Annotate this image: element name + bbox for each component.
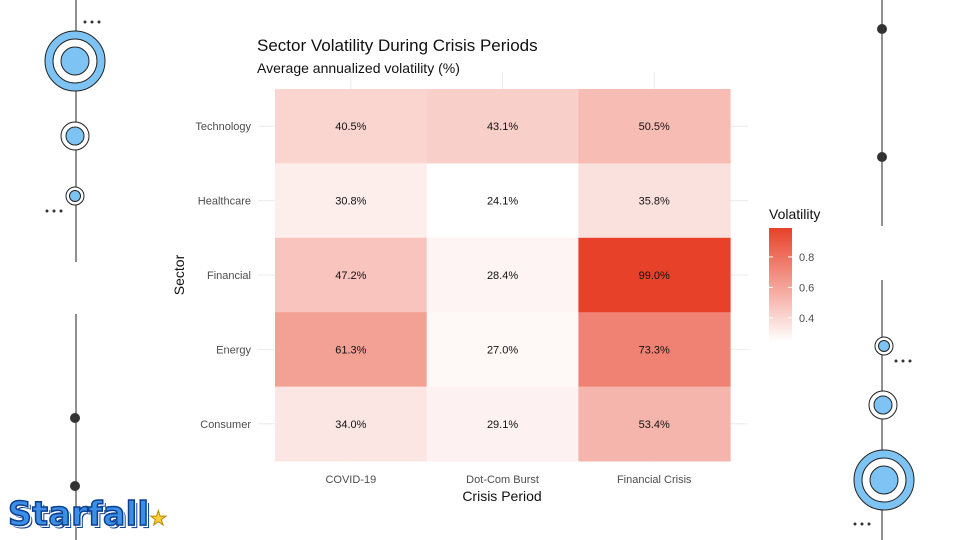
y-tick-label: Healthcare: [198, 196, 251, 208]
y-tick-labels: Technology Healthcare Financial Energy Consu…: [195, 121, 251, 431]
cell-value-label: 61.3%: [335, 344, 366, 356]
heatmap-cell: [578, 386, 731, 462]
x-tick-label: COVID-19: [325, 474, 376, 486]
heatmap-cell: [275, 312, 428, 388]
heatmap-cell: [578, 89, 731, 164]
x-axis-label: Crisis Period: [462, 488, 541, 504]
heatmap-cell: [275, 89, 428, 164]
y-tick-label: Technology: [195, 121, 251, 133]
cell-value-label: 28.4%: [487, 270, 518, 282]
legend-colorbar: [769, 228, 792, 342]
heatmap-cell: [578, 312, 731, 388]
heatmap-cell: [578, 237, 731, 313]
cell-value-label: 35.8%: [639, 196, 670, 208]
heatmap-cell: [426, 386, 579, 462]
y-tick-label: Consumer: [200, 419, 251, 431]
y-axis-label: Sector: [171, 254, 187, 295]
heatmap-cell: [578, 163, 731, 239]
x-tick-labels: COVID-19 Dot-Com Burst Financial Crisis: [325, 474, 692, 486]
cell-value-label: 34.0%: [335, 419, 366, 431]
legend-ticks: 0.4 0.6 0.8: [769, 252, 814, 325]
cell-value-label: 40.5%: [335, 121, 366, 133]
star-icon: ★: [149, 506, 168, 531]
cell-value-label: 29.1%: [487, 419, 518, 431]
legend-title: Volatility: [769, 206, 820, 222]
x-tick-label: Financial Crisis: [617, 474, 692, 486]
heatmap-cell: [426, 163, 579, 239]
starfall-logo: Starfall★: [7, 493, 168, 534]
y-tick-label: Financial: [207, 270, 251, 282]
heatmap-cell: [275, 163, 428, 239]
legend-tick-label: 0.8: [799, 252, 814, 264]
heatmap-cells: [275, 89, 731, 462]
cell-value-label: 99.0%: [639, 270, 670, 282]
heatmap-cell: [426, 89, 579, 164]
heatmap-cell: [426, 237, 579, 313]
y-tick-label: Energy: [216, 344, 251, 356]
legend-tick-label: 0.6: [799, 282, 814, 294]
cell-value-label: 47.2%: [335, 270, 366, 282]
chart-subtitle: Average annualized volatility (%): [257, 60, 460, 76]
cell-value-label: 24.1%: [487, 196, 518, 208]
left-decoration: [44, 0, 106, 540]
legend-tick-label: 0.4: [799, 313, 814, 325]
cell-value-label: 73.3%: [639, 344, 670, 356]
cell-value-label: 27.0%: [487, 344, 518, 356]
cell-value-label: 43.1%: [487, 121, 518, 133]
chart-title: Sector Volatility During Crisis Periods: [257, 36, 538, 55]
heatmap-cell: [275, 237, 428, 313]
heatmap-cell: [426, 312, 579, 388]
logo-text: Starfall: [7, 493, 150, 534]
x-tick-label: Dot-Com Burst: [466, 474, 539, 486]
cell-labels: 40.5% 43.1% 50.5% 30.8% 24.1% 35.8% 47.2% 28.4%…: [335, 121, 670, 431]
right-decoration: [853, 0, 915, 540]
cell-value-label: 50.5%: [639, 121, 670, 133]
cell-value-label: 53.4%: [639, 419, 670, 431]
heatmap-cell: [275, 386, 428, 462]
right-ellipsis-icons: [853, 359, 912, 526]
cell-value-label: 30.8%: [335, 196, 366, 208]
left-ellipsis-icons: [45, 20, 101, 213]
